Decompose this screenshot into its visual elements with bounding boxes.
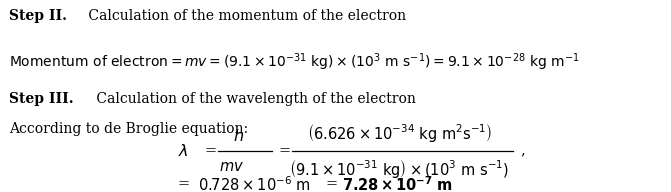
Text: $\left(6.626\times10^{-34}\ \mathrm{kg\ m^{2}s^{-1}}\right)$: $\left(6.626\times10^{-34}\ \mathrm{kg\ …	[307, 122, 492, 144]
Text: =: =	[325, 177, 338, 191]
Text: Step II.: Step II.	[9, 9, 66, 23]
Text: Step III.: Step III.	[9, 92, 73, 106]
Text: $\left(9.1\times10^{-31}\ \mathrm{kg}\right)\times\left(10^{3}\ \mathrm{m\ s^{-1: $\left(9.1\times10^{-31}\ \mathrm{kg}\ri…	[289, 158, 509, 180]
Text: According to de Broglie equation:: According to de Broglie equation:	[9, 122, 248, 136]
Text: =: =	[278, 144, 291, 158]
Text: ,: ,	[520, 144, 525, 158]
Text: $mv$: $mv$	[219, 159, 244, 174]
Text: $h$: $h$	[233, 128, 244, 144]
Text: Calculation of the wavelength of the electron: Calculation of the wavelength of the ele…	[92, 92, 416, 106]
Text: =: =	[178, 177, 190, 191]
Text: $\mathbf{7.28\times10^{-7}\ m}$: $\mathbf{7.28\times10^{-7}\ m}$	[342, 175, 453, 192]
Text: Calculation of the momentum of the electron: Calculation of the momentum of the elect…	[84, 9, 406, 23]
Text: $0.728\times10^{-6}\ \mathrm{m}$: $0.728\times10^{-6}\ \mathrm{m}$	[198, 175, 311, 192]
Text: =: =	[205, 144, 217, 158]
Text: $\mathrm{Momentum\ of\ electron} = mv = (9.1 \times 10^{-31}\ \mathrm{kg}) \time: $\mathrm{Momentum\ of\ electron} = mv = …	[9, 52, 580, 74]
Text: $\lambda$: $\lambda$	[178, 143, 189, 159]
